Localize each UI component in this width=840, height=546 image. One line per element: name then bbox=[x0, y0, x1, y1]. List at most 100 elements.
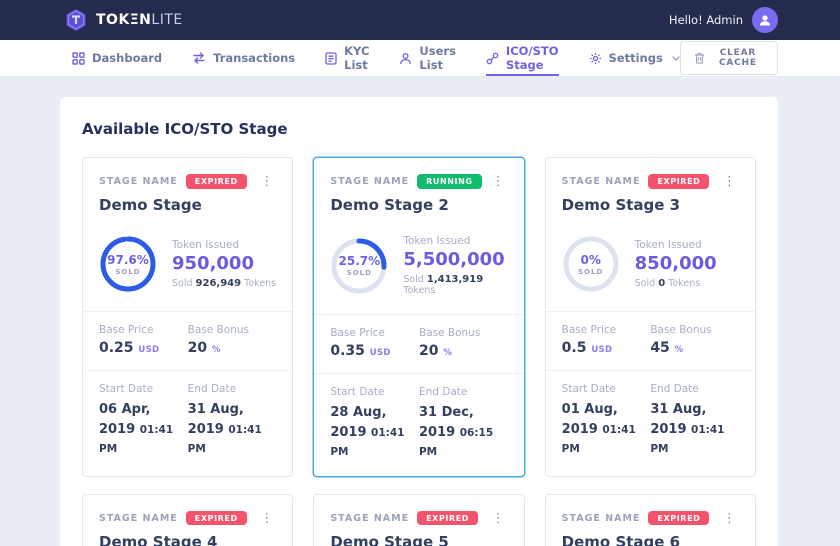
status-badge: EXPIRED bbox=[648, 510, 710, 526]
start-date-label: Start Date bbox=[561, 383, 616, 395]
sold-tokens-line: Sold 926,949 Tokens bbox=[172, 278, 277, 289]
base-bonus-value: 45 % bbox=[650, 340, 684, 356]
sold-progress-ring: 0% SOLD bbox=[562, 235, 620, 293]
start-date-value: 28 Aug, 2019 01:41 PM bbox=[330, 405, 405, 458]
start-date-value: 01 Aug, 2019 01:41 PM bbox=[561, 402, 636, 455]
nav-item-label: Dashboard bbox=[92, 51, 163, 65]
stage-name-label: STAGE NAME bbox=[99, 176, 178, 187]
stage-card: STAGE NAME RUNNING ⋮ Demo Stage 2 25.7% … bbox=[313, 157, 525, 477]
token-issued-value: 5,500,000 bbox=[403, 249, 505, 270]
nav-item-label: Users List bbox=[419, 44, 456, 72]
card-menu-button[interactable]: ⋮ bbox=[722, 510, 736, 526]
stage-card: STAGE NAME EXPIRED ⋮ Demo Stage 3 0% SOL… bbox=[544, 157, 756, 477]
status-badge: EXPIRED bbox=[648, 174, 710, 189]
sold-ring-label: SOLD bbox=[115, 267, 141, 276]
start-date-label: Start Date bbox=[99, 383, 154, 395]
start-date-value: 06 Apr, 2019 01:41 PM bbox=[99, 402, 174, 455]
nav-item-label: Transactions bbox=[213, 51, 296, 65]
stage-name-label: STAGE NAME bbox=[99, 512, 178, 524]
nav-item-ico-sto-stage[interactable]: ICO/STO Stage bbox=[485, 40, 559, 76]
stage-card: STAGE NAME EXPIRED ⋮ Demo Stage 6 0% SOL… bbox=[544, 493, 756, 546]
stage-name-label: STAGE NAME bbox=[561, 512, 641, 524]
stage-grid: STAGE NAME EXPIRED ⋮ Demo Stage 97.6% SO… bbox=[82, 157, 756, 546]
greeting-text: Hello! Admin bbox=[668, 13, 743, 27]
users-list-icon bbox=[399, 52, 412, 65]
end-date-value: 31 Aug, 2019 01:41 PM bbox=[650, 402, 725, 455]
end-date-label: End Date bbox=[187, 383, 237, 395]
card-menu-button[interactable]: ⋮ bbox=[491, 174, 505, 189]
token-issued-label: Token Issued bbox=[172, 239, 240, 251]
stage-card: STAGE NAME EXPIRED ⋮ Demo Stage 5 0% SOL… bbox=[313, 493, 525, 546]
base-price-label: Base Price bbox=[330, 327, 385, 339]
percent-sold-value: 25.7% bbox=[338, 254, 381, 268]
sold-progress-ring: 97.6% SOLD bbox=[99, 235, 157, 293]
nav-item-label: Settings bbox=[608, 51, 663, 65]
stage-title: Demo Stage 6 bbox=[561, 532, 681, 546]
tokenlite-logo[interactable]: TOKΞNLITE bbox=[64, 8, 183, 32]
tokenlite-logo-icon bbox=[64, 8, 88, 32]
base-bonus-label: Base Bonus bbox=[418, 327, 481, 339]
transactions-icon bbox=[192, 52, 206, 64]
percent-sold-value: 97.6% bbox=[107, 252, 149, 267]
base-bonus-value: 20 % bbox=[187, 340, 221, 356]
stage-card: STAGE NAME EXPIRED ⋮ Demo Stage 97.6% SO… bbox=[82, 157, 294, 477]
chevron-down-icon bbox=[672, 55, 680, 61]
token-issued-label: Token Issued bbox=[634, 239, 702, 251]
status-badge: RUNNING bbox=[417, 174, 482, 189]
base-price-value: 0.25 USD bbox=[99, 340, 160, 356]
clear-cache-button[interactable]: CLEAR CACHE bbox=[679, 41, 778, 75]
card-menu-button[interactable]: ⋮ bbox=[491, 510, 505, 526]
status-badge: EXPIRED bbox=[185, 510, 247, 526]
percent-sold-value: 0% bbox=[580, 252, 601, 267]
nav-item-users-list[interactable]: Users List bbox=[399, 40, 456, 76]
base-price-value: 0.35 USD bbox=[330, 343, 391, 359]
nav-item-settings[interactable]: Settings bbox=[589, 40, 680, 76]
user-icon bbox=[760, 15, 770, 26]
stage-title: Demo Stage 4 bbox=[99, 532, 218, 546]
trash-icon bbox=[694, 52, 705, 64]
clear-cache-label: CLEAR CACHE bbox=[718, 48, 757, 68]
sold-tokens-value: 926,949 bbox=[195, 278, 242, 289]
sold-tokens-value: 1,413,919 bbox=[426, 274, 484, 285]
kyc-list-icon bbox=[325, 51, 337, 65]
nav-item-label: KYC List bbox=[344, 44, 370, 72]
start-date-label: Start Date bbox=[330, 386, 385, 398]
token-issued-label: Token Issued bbox=[403, 235, 471, 247]
token-issued-value: 950,000 bbox=[172, 253, 254, 274]
end-date-value: 31 Dec, 2019 06:15 PM bbox=[418, 405, 494, 458]
stage-name-label: STAGE NAME bbox=[330, 176, 410, 187]
main-nav: Dashboard Transactions KYC List Users List I… bbox=[0, 40, 840, 77]
sold-tokens-value: 0 bbox=[658, 278, 666, 289]
page-title: Available ICO/STO Stage bbox=[82, 120, 288, 138]
status-badge: EXPIRED bbox=[417, 510, 479, 526]
user-avatar[interactable] bbox=[752, 7, 778, 33]
base-price-label: Base Price bbox=[99, 324, 154, 336]
base-price-label: Base Price bbox=[561, 324, 617, 336]
end-date-value: 31 Aug, 2019 01:41 PM bbox=[187, 402, 262, 455]
card-menu-button[interactable]: ⋮ bbox=[260, 174, 274, 189]
nav-item-kyc-list[interactable]: KYC List bbox=[325, 40, 369, 76]
nav-item-transactions[interactable]: Transactions bbox=[192, 40, 295, 76]
card-menu-button[interactable]: ⋮ bbox=[260, 510, 274, 526]
stage-title: Demo Stage 3 bbox=[561, 196, 681, 214]
sold-ring-label: SOLD bbox=[346, 269, 372, 277]
base-bonus-label: Base Bonus bbox=[650, 324, 712, 336]
nav-item-dashboard[interactable]: Dashboard bbox=[72, 40, 162, 76]
stage-title: Demo Stage 5 bbox=[330, 532, 449, 546]
stage-title: Demo Stage bbox=[99, 196, 202, 214]
stage-name-label: STAGE NAME bbox=[561, 176, 641, 187]
base-bonus-label: Base Bonus bbox=[187, 324, 249, 336]
card-menu-button[interactable]: ⋮ bbox=[722, 174, 736, 189]
token-issued-value: 850,000 bbox=[634, 253, 717, 274]
sold-tokens-line: Sold 1,413,919 Tokens bbox=[403, 274, 484, 296]
content-panel: Available ICO/STO Stage STAGE NAME EXPIR… bbox=[60, 97, 778, 546]
end-date-label: End Date bbox=[650, 383, 699, 395]
tokenlite-logo-text: TOKΞNLITE bbox=[96, 12, 183, 28]
sold-tokens-line: Sold 0 Tokens bbox=[634, 278, 701, 289]
base-price-value: 0.5 USD bbox=[561, 340, 613, 356]
nav-item-label: ICO/STO Stage bbox=[505, 44, 559, 72]
end-date-label: End Date bbox=[418, 386, 468, 398]
sold-ring-label: SOLD bbox=[578, 267, 604, 276]
status-badge: EXPIRED bbox=[185, 174, 247, 189]
top-bar: TOKΞNLITE Hello! Admin bbox=[0, 0, 840, 40]
